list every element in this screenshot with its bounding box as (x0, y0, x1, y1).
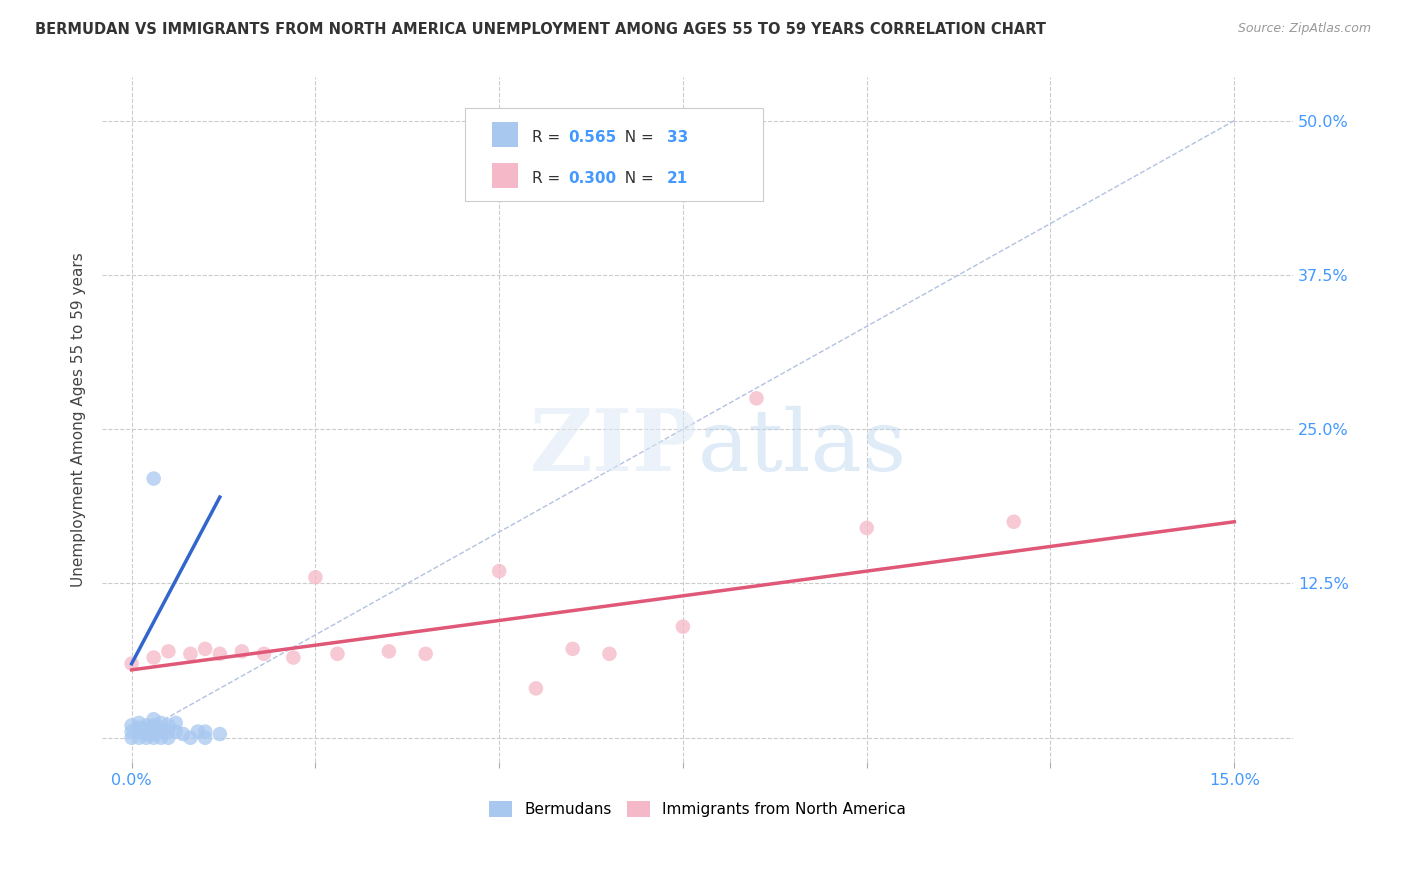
Point (598, 647, 620, 661)
Legend: Bermudans, Immigrants from North America: Bermudans, Immigrants from North America (484, 795, 912, 823)
Point (150, 721, 173, 735)
Point (135, 718, 157, 732)
Y-axis label: Unemployment Among Ages 55 to 59 years: Unemployment Among Ages 55 to 59 years (72, 252, 86, 587)
Point (157, 644, 180, 658)
Point (745, 392, 768, 406)
Point (142, 718, 165, 732)
Point (121, 657, 143, 671)
Point (187, 724, 209, 739)
Point (488, 564, 510, 578)
Point (157, 724, 180, 739)
Point (253, 647, 276, 661)
Point (135, 722, 157, 736)
Point (326, 647, 349, 661)
Point (179, 731, 201, 745)
Point (128, 731, 150, 745)
Text: 0.300: 0.300 (568, 170, 616, 186)
Point (121, 731, 143, 745)
Text: 21: 21 (666, 170, 688, 186)
Point (378, 644, 401, 658)
FancyBboxPatch shape (492, 163, 517, 188)
Point (128, 721, 150, 735)
Text: Source: ZipAtlas.com: Source: ZipAtlas.com (1237, 22, 1371, 36)
Point (194, 731, 217, 745)
Text: N =: N = (616, 170, 659, 186)
Text: ZIP: ZIP (530, 405, 697, 490)
Point (194, 724, 217, 739)
Point (672, 620, 695, 634)
Point (165, 715, 187, 730)
Point (121, 718, 143, 732)
Point (304, 570, 326, 584)
Point (165, 724, 187, 739)
Point (194, 641, 217, 656)
Point (142, 731, 165, 745)
FancyBboxPatch shape (492, 122, 517, 147)
Text: R =: R = (531, 170, 565, 186)
Point (135, 731, 157, 745)
Point (157, 718, 180, 732)
Point (150, 715, 173, 730)
Point (208, 647, 231, 661)
Point (855, 521, 877, 535)
Point (135, 727, 157, 741)
FancyBboxPatch shape (465, 108, 763, 201)
Point (179, 647, 201, 661)
Point (128, 715, 150, 730)
Point (121, 724, 143, 739)
Text: atlas: atlas (697, 406, 907, 489)
Point (142, 650, 165, 665)
Text: 33: 33 (666, 129, 688, 145)
Point (142, 722, 165, 736)
Point (142, 727, 165, 741)
Point (561, 641, 583, 656)
Point (172, 727, 194, 741)
Point (524, 681, 547, 696)
Point (1002, 515, 1025, 529)
Text: BERMUDAN VS IMMIGRANTS FROM NORTH AMERICA UNEMPLOYMENT AMONG AGES 55 TO 59 YEARS: BERMUDAN VS IMMIGRANTS FROM NORTH AMERIC… (35, 22, 1046, 37)
Point (283, 650, 305, 665)
Point (208, 727, 231, 741)
Text: 0.565: 0.565 (568, 129, 616, 145)
Point (150, 731, 173, 745)
Text: N =: N = (616, 129, 659, 145)
Point (128, 724, 150, 739)
Point (415, 647, 437, 661)
Point (150, 724, 173, 739)
Point (142, 712, 165, 726)
Point (142, 724, 165, 739)
Text: R =: R = (531, 129, 565, 145)
Point (142, 472, 165, 486)
Point (231, 644, 253, 658)
Point (157, 731, 180, 745)
